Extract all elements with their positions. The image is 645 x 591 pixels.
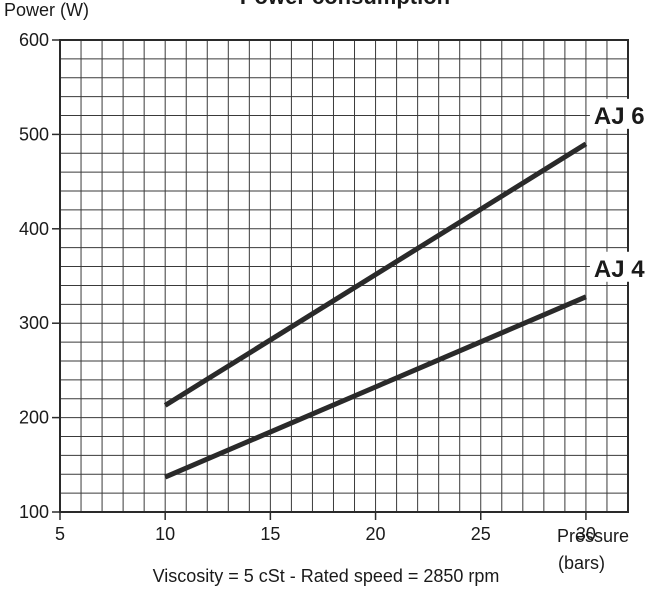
x-tick-label: 10	[155, 524, 175, 544]
y-tick-label: 300	[19, 313, 49, 333]
series-label-background	[589, 98, 645, 129]
plot-frame	[59, 39, 629, 513]
y-tick-label: 200	[19, 408, 49, 428]
series-label-aj-4: AJ 4	[594, 256, 645, 283]
x-tick-label: 30	[576, 524, 596, 544]
axis-ticks: 5 10 15 20 25 30 100 200 300 400 500 600	[19, 30, 596, 544]
x-tick-label: 5	[55, 524, 65, 544]
x-axis-unit: (bars)	[558, 553, 605, 573]
series-label-background	[589, 251, 645, 282]
grid-lines	[60, 40, 628, 512]
series-lines: AJ 6 AJ 4	[163, 98, 645, 480]
y-axis-title: Power (W)	[4, 0, 89, 20]
y-tick-label: 500	[19, 124, 49, 144]
series-line-aj-6	[163, 141, 588, 408]
x-tick-label: 25	[471, 524, 491, 544]
series-line-aj-4	[164, 294, 587, 480]
y-tick-label: 400	[19, 219, 49, 239]
chart-title: Power consumption	[240, 0, 450, 9]
y-tick-label: 100	[19, 502, 49, 522]
x-tick-label: 20	[366, 524, 386, 544]
y-tick-label: 600	[19, 30, 49, 50]
x-tick-label: 15	[260, 524, 280, 544]
x-axis-title: Pressure	[557, 526, 629, 546]
chart-footnote: Viscosity = 5 cSt - Rated speed = 2850 r…	[153, 566, 500, 586]
series-label-aj-6: AJ 6	[594, 103, 645, 130]
